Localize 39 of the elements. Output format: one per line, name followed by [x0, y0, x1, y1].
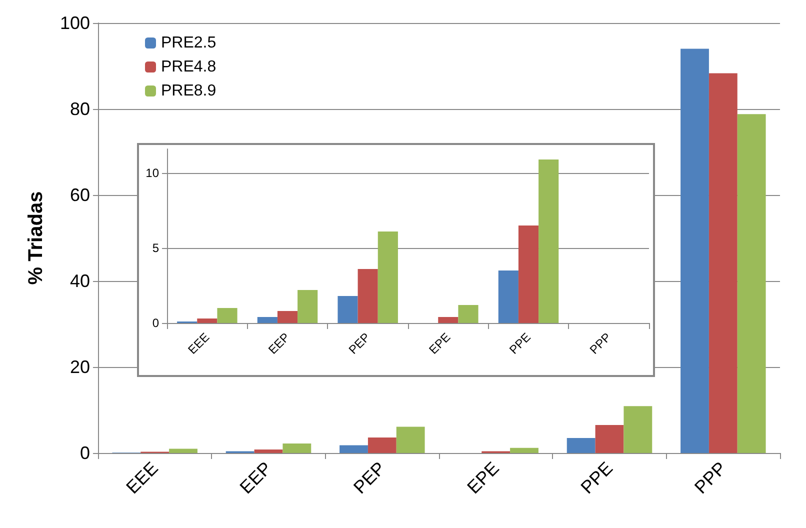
bar	[358, 269, 378, 323]
bar	[169, 448, 198, 453]
bar	[708, 73, 738, 453]
bar	[518, 226, 539, 323]
bar	[498, 270, 518, 323]
bar	[680, 48, 709, 453]
legend-label: PRE4.8	[161, 58, 216, 76]
y-tick-label: 20	[70, 357, 90, 377]
y-tick-label: 10	[146, 166, 160, 180]
bar	[254, 450, 283, 453]
y-tick-label: 0	[80, 443, 90, 463]
bar	[624, 406, 652, 453]
y-tick-label: 60	[70, 185, 90, 205]
y-tick-label: 100	[60, 13, 90, 33]
y-axis-title: % Triadas	[25, 191, 47, 285]
legend-label: PRE2.5	[161, 34, 216, 52]
legend-label: PRE8.9	[161, 82, 216, 100]
bar	[338, 296, 358, 323]
bar	[368, 438, 396, 453]
bar	[566, 438, 596, 453]
bar	[458, 305, 478, 323]
y-tick-label: 40	[70, 271, 90, 291]
bar	[282, 444, 312, 453]
y-tick-label: 0	[152, 316, 160, 330]
bar	[277, 311, 298, 323]
y-tick-label: 80	[70, 99, 90, 119]
bar	[396, 426, 425, 453]
bar	[378, 232, 398, 323]
bar	[298, 290, 318, 323]
bar	[197, 318, 218, 323]
bar	[510, 448, 538, 453]
bar	[217, 308, 238, 323]
bar	[257, 317, 278, 323]
bar	[538, 160, 559, 323]
y-tick-label: 5	[152, 241, 160, 255]
bar	[340, 445, 368, 453]
bar	[438, 317, 458, 323]
bar	[595, 425, 624, 453]
bar	[737, 114, 766, 453]
